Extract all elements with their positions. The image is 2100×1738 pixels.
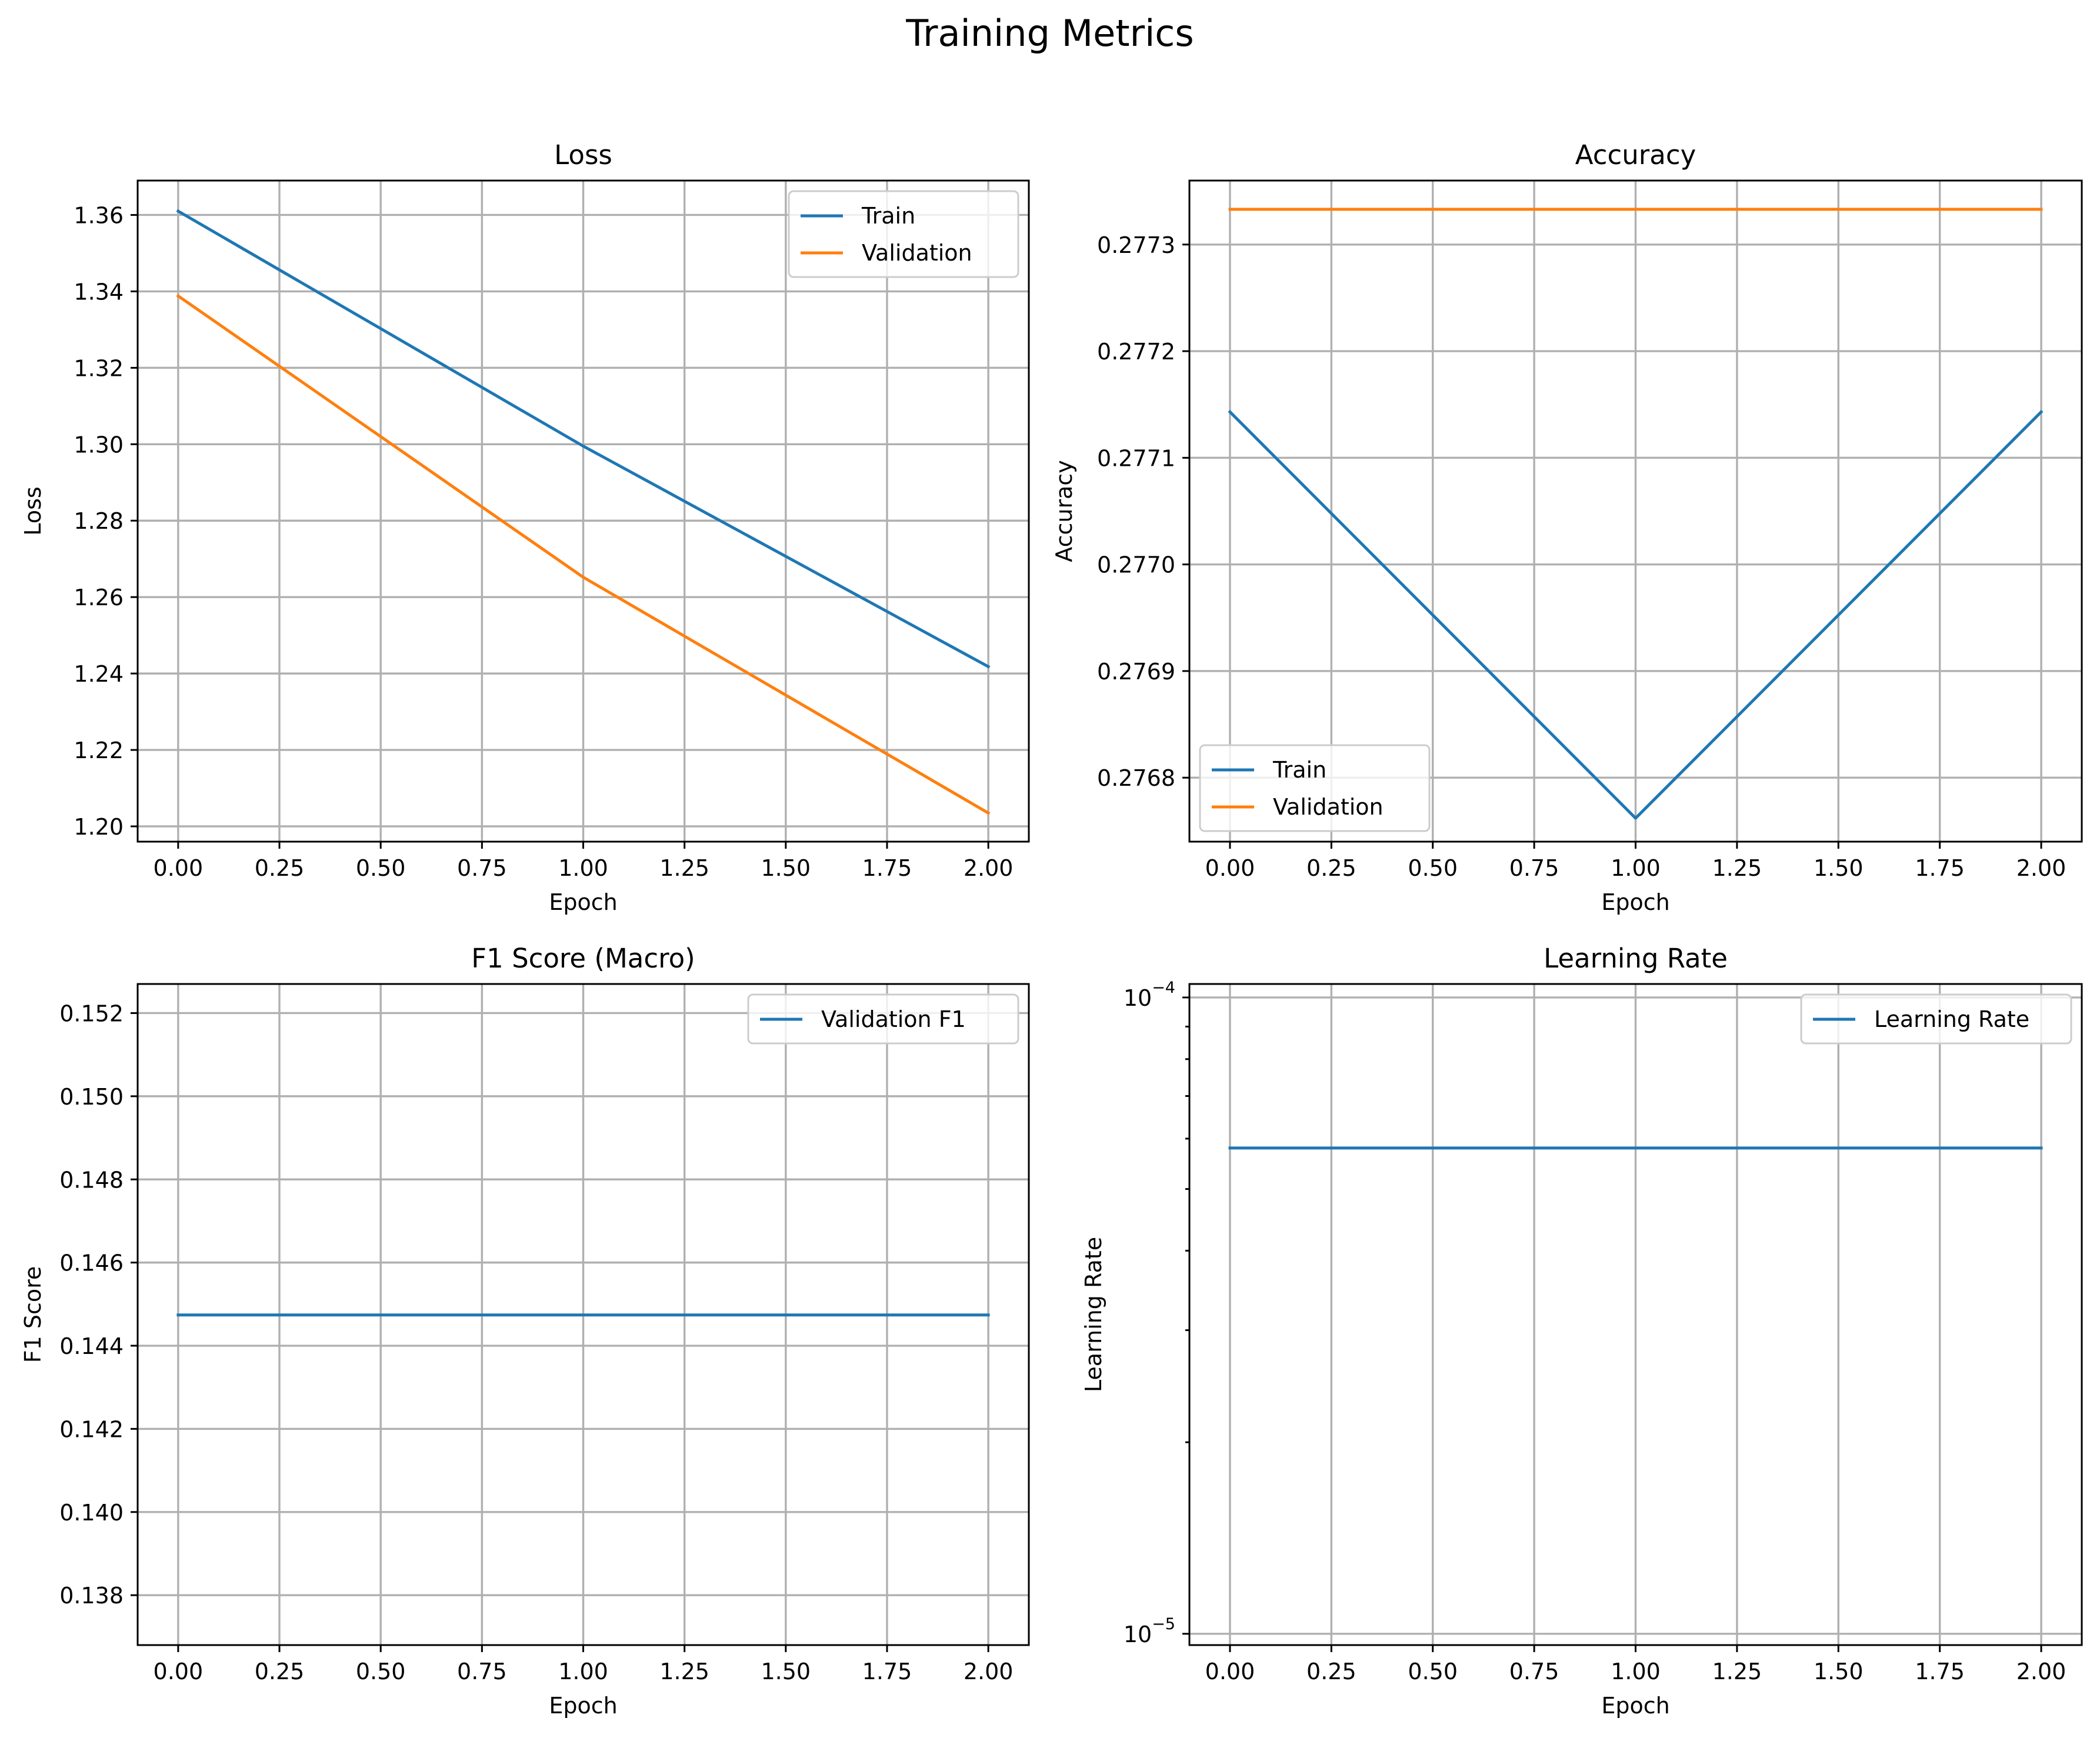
- legend: Train Validation: [1199, 744, 1431, 832]
- legend-box: [1800, 993, 2072, 1045]
- x-axis-label: Epoch: [549, 1693, 617, 1719]
- chart-panels: 0.00 0.25 0.50 0.75 1.00 1.25 1.50 1.75 2.00 1.20…: [20, 139, 2083, 1719]
- y-tick-label: 1.32: [74, 355, 124, 381]
- x-tick-label: 0.75: [457, 1659, 507, 1684]
- y-tick-label: 0.2773: [1097, 232, 1175, 258]
- y-tick-label: 0.144: [59, 1333, 124, 1359]
- x-tick-label: 1.00: [1611, 855, 1661, 881]
- y-tick-label: 0.148: [59, 1167, 124, 1193]
- x-tick-label: 1.50: [1814, 1659, 1864, 1684]
- x-tick-label: 2.00: [964, 1659, 1014, 1684]
- x-tick-label: 1.25: [1712, 855, 1762, 881]
- y-tick-label: 0.2772: [1097, 339, 1175, 365]
- legend-label-train: Train: [861, 203, 915, 229]
- x-tick-label: 1.00: [1611, 1659, 1661, 1684]
- x-axis-label: Epoch: [549, 889, 617, 915]
- y-tick-label: 1.22: [74, 738, 124, 763]
- legend-box: [788, 190, 1019, 278]
- x-tick-label: 1.00: [558, 1659, 608, 1684]
- x-tick-label: 2.00: [2016, 855, 2066, 881]
- x-tick-label: 0.25: [1306, 1659, 1356, 1684]
- legend-box: [747, 993, 1019, 1045]
- x-tick-label: 1.25: [1712, 1659, 1762, 1684]
- x-axis-label: Epoch: [1601, 1693, 1669, 1719]
- series-line-validation: [176, 293, 991, 815]
- y-axis-label: Accuracy: [1051, 460, 1077, 562]
- legend-label-validation: Validation: [862, 240, 972, 266]
- y-tick-label: 0.152: [59, 1000, 124, 1026]
- x-tick-label: 1.75: [862, 1659, 912, 1684]
- legend: Validation F1: [747, 993, 1019, 1045]
- y-tick-label: 1.36: [74, 202, 124, 228]
- x-tick-label: 0.00: [154, 1659, 204, 1684]
- y-tick-label: 1.20: [74, 814, 124, 840]
- legend-box: [1199, 744, 1431, 832]
- chart-learning-rate: 0.00 0.25 0.50 0.75 1.00 1.25 1.50 1.75 2.00 10−5…: [1081, 943, 2083, 1719]
- x-tick-label: 0.25: [1306, 855, 1356, 881]
- y-tick-label: 1.26: [74, 585, 124, 611]
- series-line-train: [176, 209, 991, 669]
- x-tick-label: 2.00: [2016, 1659, 2066, 1684]
- x-tick-label: 1.50: [1814, 855, 1864, 881]
- axes-title: F1 Score (Macro): [471, 943, 695, 974]
- x-tick-label: 1.00: [558, 855, 608, 881]
- y-tick-label: 1.34: [74, 279, 124, 305]
- y-tick-label: 0.2770: [1097, 552, 1175, 578]
- legend-label-validation-f1: Validation F1: [821, 1006, 966, 1032]
- y-tick-label: 0.142: [59, 1416, 124, 1442]
- y-tick-label: 10−4: [1124, 979, 1175, 1011]
- y-tick-label: 0.146: [59, 1250, 124, 1276]
- x-tick-label: 0.75: [1509, 855, 1559, 881]
- y-tick-label: 10−5: [1124, 1615, 1175, 1647]
- grid: [138, 181, 1029, 842]
- axes-title: Learning Rate: [1544, 943, 1728, 974]
- chart-accuracy: 0.00 0.25 0.50 0.75 1.00 1.25 1.50 1.75 2.00 0.27…: [1051, 139, 2083, 915]
- x-tick-label: 0.50: [1408, 855, 1458, 881]
- chart-loss: 0.00 0.25 0.50 0.75 1.00 1.25 1.50 1.75 2.00 1.20…: [20, 139, 1030, 915]
- y-tick-label: 0.138: [59, 1583, 124, 1609]
- axes-title: Loss: [554, 139, 612, 171]
- legend-label-validation: Validation: [1273, 794, 1384, 820]
- y-tick-label: 0.2771: [1097, 445, 1175, 471]
- legend: Learning Rate: [1800, 993, 2072, 1045]
- chart-f1-score-macro: 0.00 0.25 0.50 0.75 1.00 1.25 1.50 1.75 2.00 0.13…: [20, 943, 1030, 1719]
- y-tick-label: 1.24: [74, 661, 124, 687]
- x-tick-label: 2.00: [964, 855, 1014, 881]
- y-tick-label: 0.150: [59, 1084, 124, 1110]
- series-line-train: [1228, 409, 2044, 820]
- y-tick-label: 1.30: [74, 432, 124, 458]
- y-axis-label: F1 Score: [20, 1266, 46, 1363]
- x-tick-label: 0.00: [154, 855, 204, 881]
- x-tick-label: 1.50: [761, 1659, 811, 1684]
- x-tick-label: 0.25: [255, 855, 305, 881]
- x-tick-label: 1.75: [862, 855, 912, 881]
- x-tick-label: 0.25: [255, 1659, 305, 1684]
- y-tick-label: 0.140: [59, 1500, 124, 1526]
- x-tick-label: 1.75: [1915, 855, 1965, 881]
- x-tick-label: 1.50: [761, 855, 811, 881]
- figure-title: Training Metrics: [905, 12, 1194, 55]
- legend-label-train: Train: [1272, 757, 1326, 783]
- x-tick-label: 0.00: [1205, 1659, 1255, 1684]
- x-tick-label: 1.75: [1915, 1659, 1965, 1684]
- legend: Train Validation: [788, 190, 1019, 278]
- legend-label-learning-rate: Learning Rate: [1874, 1006, 2029, 1032]
- x-axis-label: Epoch: [1601, 889, 1669, 915]
- x-tick-label: 0.75: [457, 855, 507, 881]
- y-tick-label: 0.2768: [1097, 765, 1175, 791]
- x-tick-label: 0.50: [1408, 1659, 1458, 1684]
- y-tick-label: 1.28: [74, 508, 124, 534]
- x-tick-label: 0.50: [356, 855, 406, 881]
- x-tick-label: 1.25: [659, 1659, 709, 1684]
- axes-title: Accuracy: [1575, 139, 1696, 171]
- y-axis-label: Learning Rate: [1081, 1237, 1106, 1392]
- y-tick-label: 0.2769: [1097, 659, 1175, 685]
- x-tick-label: 0.00: [1205, 855, 1255, 881]
- x-tick-label: 0.50: [356, 1659, 406, 1684]
- x-tick-label: 0.75: [1509, 1659, 1559, 1684]
- x-tick-label: 1.25: [659, 855, 709, 881]
- y-axis-label: Loss: [20, 486, 46, 535]
